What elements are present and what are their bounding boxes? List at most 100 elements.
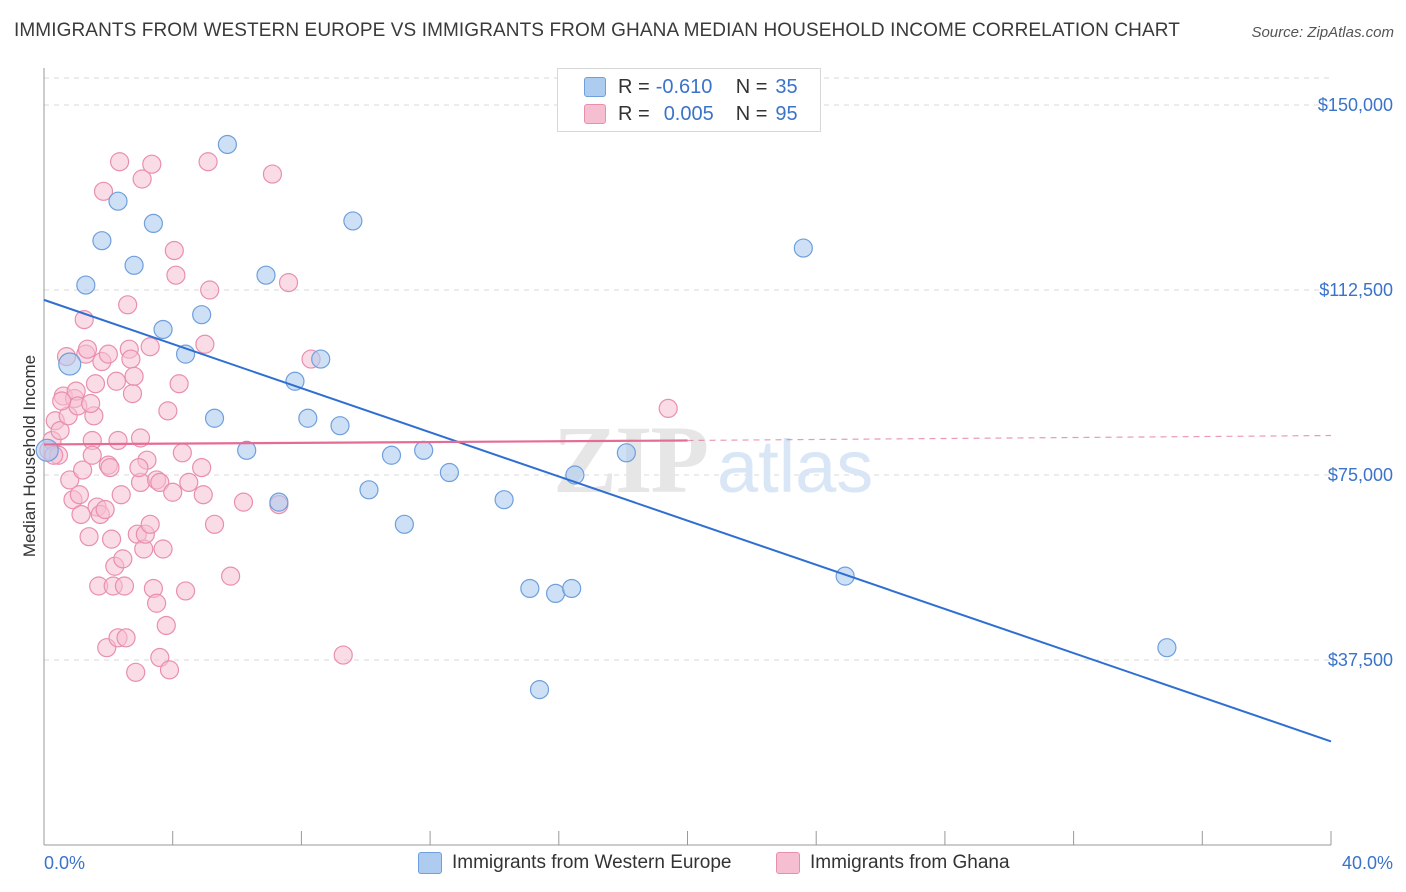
x-tick-labels: 0.0% 40.0% [44,853,1393,873]
data-point-western-europe [414,440,434,460]
data-point-ghana [79,527,99,547]
legend-item-western-europe: Immigrants from Western Europe [418,852,731,874]
data-point-ghana [85,374,106,394]
series-legend: Immigrants from Western Europe Immigrant… [0,852,1406,878]
data-point-western-europe [76,275,96,295]
x-tick-label: 40.0% [1342,853,1393,873]
data-point-western-europe [153,319,173,340]
data-point-ghana [101,529,122,549]
legend-swatch-blue [418,852,442,874]
data-point-western-europe [92,231,112,251]
data-point-ghana [193,485,213,505]
data-point-ghana [172,443,192,463]
data-point-ghana [111,485,131,505]
y-tick-label: $75,000 [1328,465,1393,485]
data-point-western-europe [192,305,212,325]
data-point-western-europe [494,490,514,510]
data-point-western-europe [108,191,128,211]
data-point-western-europe [359,480,379,500]
data-point-ghana [82,445,102,465]
legend-swatch-pink [584,104,606,124]
data-point-ghana [142,154,162,174]
watermark-atlas: atlas [717,425,873,508]
legend-swatch-pink [776,852,800,874]
data-point-western-europe [520,578,540,599]
data-point-western-europe [204,408,225,428]
y-axis-label: Median Household Income [20,355,39,557]
trend-line-ghana [43,439,688,446]
data-point-western-europe [58,352,82,376]
data-point-western-europe [562,578,582,599]
data-point-western-europe [35,438,59,462]
trend-line-ghana-extension [687,434,1332,442]
legend-r-label: R = [618,75,650,98]
legend-row-western-europe: R = -0.610 N = 35 [558,72,798,102]
data-point-ghana [124,366,144,386]
legend-n-label: N = [735,102,768,125]
legend-n-value: 95 [775,102,798,125]
data-point-ghana [132,169,152,189]
data-point-ghana [262,164,283,184]
y-tick-label: $37,500 [1328,650,1393,670]
legend-row-ghana: R = 0.005 N = 95 [558,99,798,129]
data-point-ghana [140,337,160,357]
data-point-ghana [233,492,254,512]
data-point-ghana [147,593,167,613]
trend-lines [43,298,1332,743]
x-tick-label: 0.0% [44,853,85,873]
data-point-ghana [93,181,114,201]
data-point-ghana [100,458,120,478]
data-point-ghana [278,273,299,293]
data-point-ghana [113,549,133,569]
watermark: ZIP atlas [553,406,873,513]
legend-label-western-europe: Immigrants from Western Europe [452,852,732,873]
data-point-ghana [164,240,184,261]
data-point-ghana [129,458,149,478]
data-point-western-europe [381,445,402,465]
data-point-ghana [333,645,353,665]
data-point-ghana [175,581,196,601]
legend-n-value: 35 [775,75,798,98]
data-point-western-europe [616,443,636,463]
data-point-western-europe [330,416,350,436]
data-point-ghana [114,576,135,596]
data-point-ghana [179,472,199,492]
data-point-western-europe [439,462,460,483]
data-point-western-europe [1157,638,1177,658]
data-point-ghana [110,152,130,172]
data-point-ghana [116,628,136,648]
data-point-ghana [198,152,218,172]
data-point-ghana [118,295,138,315]
correlation-legend: R = -0.610 N = 35 R = 0.005 N = 95 [557,68,821,132]
data-point-ghana [95,499,115,520]
data-point-western-europe [124,255,144,275]
data-point-western-europe [343,211,363,231]
legend-item-ghana: Immigrants from Ghana [776,852,1010,874]
data-point-ghana [69,485,89,505]
data-point-ghana [153,539,173,559]
data-point-ghana [150,472,170,492]
data-point-ghana [130,428,151,448]
data-point-western-europe [217,134,237,155]
y-tick-labels: $37,500 $75,000 $112,500 $150,000 [1318,95,1393,670]
data-point-western-europe [256,265,276,285]
data-point-ghana [81,393,101,414]
data-point-ghana [126,662,146,682]
data-point-ghana [156,615,176,636]
data-point-ghana [50,421,70,441]
data-point-western-europe [237,440,257,460]
legend-swatch-blue [584,77,606,97]
data-point-ghana [192,458,212,478]
data-point-ghana [108,430,128,451]
legend-label-ghana: Immigrants from Ghana [810,852,1010,873]
data-point-ghana [98,344,118,364]
legend-n-label: N = [735,75,768,98]
data-point-ghana [163,482,183,502]
data-point-ghana [166,265,186,285]
data-point-western-europe [793,238,813,258]
y-tick-label: $150,000 [1318,95,1393,115]
data-point-ghana [658,398,678,418]
data-point-western-europe [285,371,305,391]
data-point-western-europe [143,213,163,233]
